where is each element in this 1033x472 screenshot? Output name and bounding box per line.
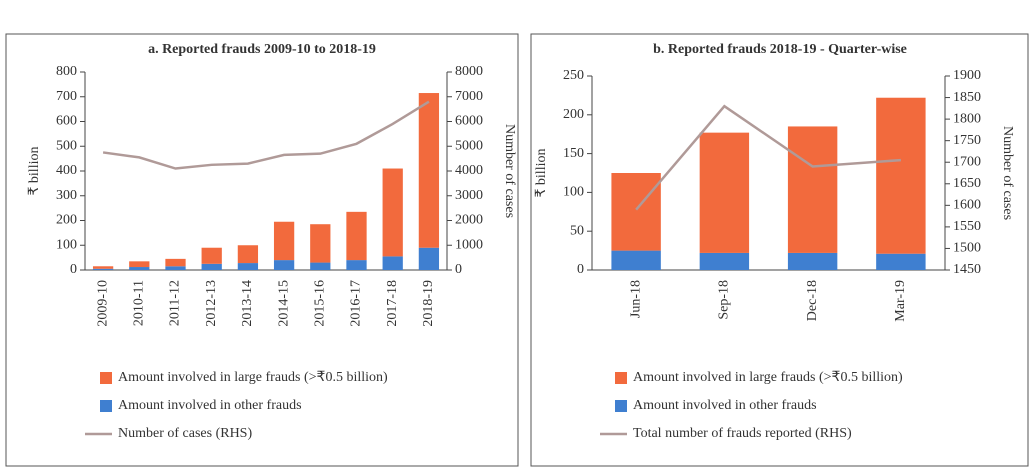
y-tick-label: 100 <box>56 237 77 252</box>
bar <box>418 247 440 270</box>
bar <box>699 132 750 253</box>
bar <box>165 258 186 267</box>
y-tick-label: 600 <box>56 114 77 129</box>
x-tick-label: 2012-13 <box>204 280 219 327</box>
legend-swatch <box>615 372 627 384</box>
bar <box>418 93 440 248</box>
line <box>635 104 901 211</box>
y2-tick-label: 1750 <box>953 133 981 148</box>
bar <box>382 256 403 270</box>
bar <box>346 260 367 270</box>
legend-label: Total number of frauds reported (RHS) <box>633 426 852 441</box>
y2-tick-label: 1500 <box>953 241 981 256</box>
y-tick-label: 0 <box>70 262 77 277</box>
bar <box>310 224 331 263</box>
bar <box>876 97 926 254</box>
line <box>102 100 430 170</box>
y2-tick-label: 6000 <box>455 114 483 129</box>
bar <box>876 253 926 270</box>
bar <box>611 250 661 270</box>
y-tick-label: 500 <box>56 138 77 153</box>
x-tick-label: 2011-12 <box>168 280 183 326</box>
bar <box>699 252 750 270</box>
bar <box>201 247 222 264</box>
bar <box>273 260 295 270</box>
bar <box>201 263 222 270</box>
y2-tick-label: 1550 <box>953 219 981 234</box>
y2-tick-label: 1850 <box>953 90 981 105</box>
bar <box>237 245 259 264</box>
bar <box>346 211 367 261</box>
y-tick-label: 250 <box>563 68 584 83</box>
bar <box>382 168 403 257</box>
y-tick-label: 50 <box>570 223 584 238</box>
bar <box>273 221 295 261</box>
bar <box>787 252 838 270</box>
legend-swatch <box>615 400 627 412</box>
panel-b <box>530 33 1029 467</box>
y-tick-label: 200 <box>563 107 584 122</box>
x-tick-label: 2015-16 <box>313 280 328 327</box>
y2-tick-label: 1000 <box>455 237 483 252</box>
bar <box>787 126 838 253</box>
y-tick-label: 800 <box>56 64 77 79</box>
y-tick-label: 400 <box>56 163 77 178</box>
legend-label: Number of cases (RHS) <box>118 426 252 441</box>
bar <box>310 262 331 270</box>
y2-tick-label: 3000 <box>455 188 483 203</box>
bar <box>611 173 661 251</box>
y-axis-label: ₹ billion <box>27 147 42 196</box>
y2-tick-label: 2000 <box>455 213 483 228</box>
y2-tick-label: 7000 <box>455 89 483 104</box>
x-tick-label: 2014-15 <box>276 280 291 327</box>
legend-label: Amount involved in other frauds <box>633 398 817 413</box>
legend-label: Amount involved in other frauds <box>118 398 302 413</box>
x-tick-label: Mar-19 <box>893 280 908 322</box>
y2-axis-label: Number of cases <box>1000 126 1015 220</box>
y2-tick-label: 1650 <box>953 176 981 191</box>
y-tick-label: 700 <box>56 89 77 104</box>
x-tick-label: 2016-17 <box>349 280 364 327</box>
x-tick-label: 2017-18 <box>385 280 400 327</box>
bar <box>92 268 114 270</box>
bar <box>129 267 150 270</box>
legend-swatch <box>100 372 112 384</box>
bar <box>165 266 186 270</box>
legend-label: Amount involved in large frauds (>₹0.5 b… <box>633 370 903 385</box>
y2-tick-label: 4000 <box>455 163 483 178</box>
y2-tick-label: 8000 <box>455 64 483 79</box>
legend-swatch <box>100 400 112 412</box>
x-tick-label: 2013-14 <box>240 280 255 327</box>
x-tick-label: Jun-18 <box>628 280 643 318</box>
y2-tick-label: 1800 <box>953 111 981 126</box>
bar <box>129 261 150 268</box>
x-tick-label: 2009-10 <box>95 280 110 327</box>
y-tick-label: 200 <box>56 213 77 228</box>
y2-tick-label: 1600 <box>953 198 981 213</box>
y2-tick-label: 0 <box>455 262 462 277</box>
chart-title: b. Reported frauds 2018-19 - Quarter-wis… <box>653 42 907 57</box>
y2-tick-label: 1450 <box>953 262 981 277</box>
panel-a <box>5 33 519 467</box>
y2-tick-label: 1700 <box>953 154 981 169</box>
y-tick-label: 300 <box>56 188 77 203</box>
bar <box>92 266 114 269</box>
x-tick-label: Sep-18 <box>717 280 732 320</box>
x-tick-label: 2018-19 <box>421 280 436 327</box>
y-axis-label: ₹ billion <box>534 149 549 198</box>
y2-tick-label: 1900 <box>953 68 981 83</box>
chart-title: a. Reported frauds 2009-10 to 2018-19 <box>148 42 376 57</box>
x-tick-label: Dec-18 <box>805 280 820 321</box>
y2-axis-label: Number of cases <box>502 124 517 218</box>
x-tick-label: 2010-11 <box>132 280 147 326</box>
y-tick-label: 0 <box>577 262 584 277</box>
legend-label: Amount involved in large frauds (>₹0.5 b… <box>118 370 388 385</box>
y2-tick-label: 5000 <box>455 138 483 153</box>
y-tick-label: 150 <box>563 146 584 161</box>
bar <box>237 263 259 270</box>
y-tick-label: 100 <box>563 185 584 200</box>
